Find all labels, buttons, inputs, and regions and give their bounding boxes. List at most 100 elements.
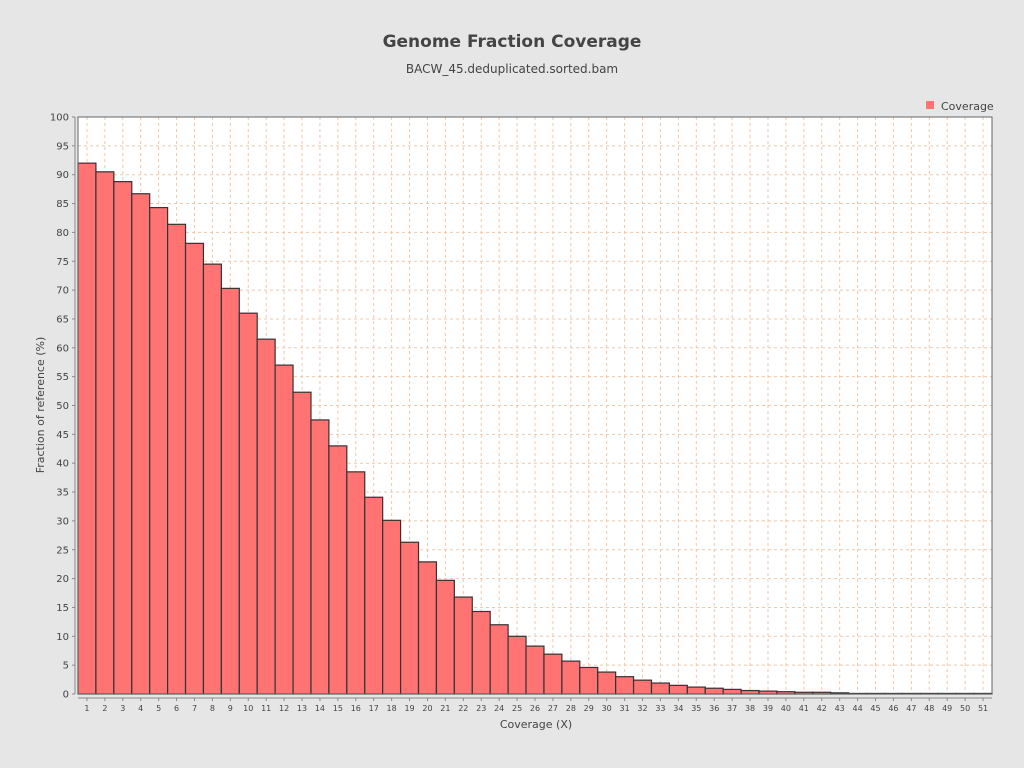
y-axis: 0 5 10 15 20 25 30 35 40 45 50 55 60 65 70 75 80 85 90 95 10… — [50, 113, 76, 701]
y-tick-label: 85 — [56, 199, 69, 210]
x-tick-label: 12 — [279, 704, 289, 713]
x-tick-label: 37 — [727, 704, 737, 713]
y-tick-label: 70 — [56, 286, 69, 297]
x-tick-label: 32 — [637, 704, 647, 713]
x-tick-label: 40 — [781, 704, 791, 713]
x-tick-label: 35 — [691, 704, 701, 713]
bar-24 — [489, 624, 509, 695]
bar-36 — [704, 687, 724, 695]
y-tick-label: 25 — [56, 545, 69, 556]
x-tick-label: 31 — [620, 704, 630, 713]
x-tick-label: 38 — [745, 704, 755, 713]
bar-35 — [686, 686, 706, 695]
y-axis-title: Fraction of reference (%) — [34, 337, 47, 474]
x-tick-label: 48 — [924, 704, 934, 713]
y-tick-label: 75 — [56, 257, 69, 268]
y-tick-label: 20 — [56, 574, 69, 585]
bar-2 — [95, 171, 115, 695]
x-tick-label: 3 — [120, 704, 125, 713]
bar-14 — [310, 419, 330, 695]
y-tick-label: 55 — [56, 372, 69, 383]
bar-25 — [507, 635, 527, 695]
x-tick-label: 9 — [228, 704, 233, 713]
y-tick-label: 90 — [56, 170, 69, 181]
bar-10 — [238, 312, 258, 695]
x-tick-label: 21 — [440, 704, 450, 713]
bar-20 — [417, 561, 438, 695]
x-tick-label: 30 — [602, 704, 612, 713]
bar-33 — [650, 682, 671, 695]
bar-12 — [274, 364, 294, 695]
x-tick-label: 33 — [655, 704, 665, 713]
x-tick-label: 28 — [566, 704, 576, 713]
chart-title: Genome Fraction Coverage — [382, 32, 642, 52]
x-tick-label: 1 — [84, 704, 89, 713]
y-tick-label: 45 — [56, 430, 69, 441]
bar-34 — [668, 684, 688, 695]
x-tick-label: 51 — [978, 704, 988, 713]
bar-1 — [77, 162, 97, 695]
x-tick-label: 11 — [261, 704, 271, 713]
y-tick-label: 5 — [63, 661, 69, 672]
x-tick-label: 29 — [584, 704, 594, 713]
x-tick-label: 15 — [333, 704, 343, 713]
y-tick-label: 10 — [56, 632, 69, 643]
legend-label-coverage: Coverage — [941, 100, 994, 113]
x-tick-label: 50 — [960, 704, 970, 713]
x-tick-label: 4 — [138, 704, 143, 713]
bar-30 — [597, 671, 617, 695]
bar-32 — [632, 679, 653, 695]
bar-37 — [722, 688, 742, 695]
bar-15 — [328, 445, 348, 695]
bar-22 — [453, 596, 473, 695]
legend-swatch-coverage — [926, 101, 934, 109]
x-tick-label: 36 — [709, 704, 719, 713]
x-tick-label: 43 — [835, 704, 845, 713]
x-tick-label: 20 — [422, 704, 432, 713]
x-tick-label: 16 — [351, 704, 361, 713]
bar-27 — [543, 653, 563, 695]
x-tick-label: 5 — [156, 704, 161, 713]
bar-17 — [364, 496, 384, 695]
bar-6 — [167, 223, 187, 695]
bar-38 — [740, 689, 760, 695]
y-tick-label: 65 — [56, 314, 69, 325]
x-tick-label: 13 — [297, 704, 307, 713]
bar-8 — [202, 263, 222, 695]
bar-28 — [561, 660, 581, 695]
x-tick-label: 7 — [192, 704, 197, 713]
x-tick-label: 10 — [243, 704, 253, 713]
x-tick-label: 23 — [476, 704, 486, 713]
x-tick-label: 6 — [174, 704, 179, 713]
x-tick-label: 42 — [817, 704, 827, 713]
x-tick-label: 47 — [906, 704, 916, 713]
bar-18 — [382, 519, 402, 695]
x-tick-label: 46 — [888, 704, 898, 713]
y-tick-label: 30 — [56, 516, 69, 527]
bar-7 — [184, 242, 205, 695]
y-tick-label: 60 — [56, 343, 69, 354]
bar-13 — [292, 391, 312, 695]
bar-23 — [471, 610, 491, 695]
x-tick-label: 14 — [315, 704, 325, 713]
y-tick-label: 40 — [56, 459, 69, 470]
x-tick-label: 25 — [512, 704, 522, 713]
y-tick-label: 15 — [56, 603, 69, 614]
bar-9 — [220, 287, 240, 695]
bar-4 — [131, 193, 151, 695]
x-tick-label: 41 — [799, 704, 809, 713]
y-tick-label: 80 — [56, 228, 69, 239]
legend: Coverage — [926, 100, 994, 113]
x-tick-label: 27 — [548, 704, 558, 713]
y-tick-label: 95 — [56, 141, 69, 152]
chart-subtitle: BACW_45.deduplicated.sorted.bam — [405, 62, 619, 76]
y-tick-label: 0 — [63, 690, 69, 701]
x-tick-label: 8 — [210, 704, 215, 713]
x-axis: 1 2 3 4 5 6 7 8 9 10 11 12 13 14 15 16 17 18 19 20 21 22 23 24 2… — [78, 697, 992, 713]
bar-5 — [149, 206, 169, 695]
x-tick-label: 22 — [458, 704, 468, 713]
x-axis-title: Coverage (X) — [500, 718, 572, 731]
bar-19 — [399, 541, 420, 695]
bar-3 — [113, 181, 133, 695]
